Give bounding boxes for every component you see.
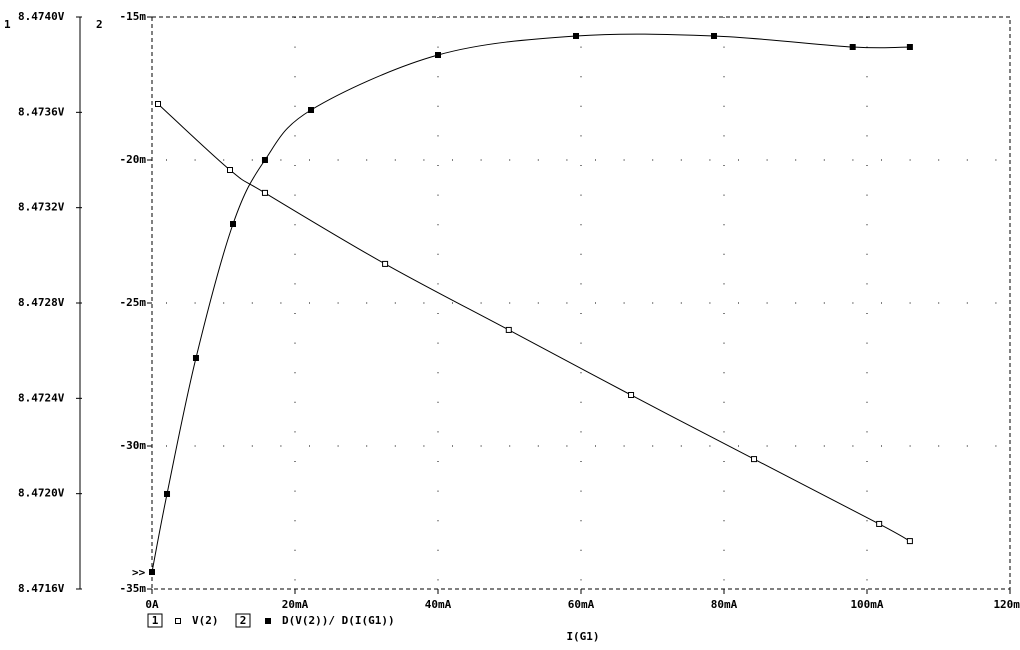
y-tick-label: 8.4720V	[18, 487, 65, 500]
data-point	[751, 456, 758, 463]
legend-axis-label: 1	[152, 614, 159, 627]
series-line	[157, 103, 911, 542]
data-point	[261, 189, 268, 196]
y-tick-label: 8.4736V	[18, 105, 65, 118]
x-axis-label: I(G1)	[566, 630, 599, 643]
x-tick-label: 40mA	[425, 598, 452, 611]
data-point	[710, 32, 717, 39]
data-point	[192, 354, 199, 361]
axis-1-label: 1	[4, 18, 11, 31]
y2-tick-label: -30m	[120, 439, 147, 452]
data-point	[227, 167, 234, 174]
x-tick-label: 60mA	[568, 598, 595, 611]
series-line	[151, 33, 910, 573]
legend-axis-label: 2	[240, 614, 247, 627]
data-point	[155, 100, 162, 107]
data-point	[849, 44, 856, 51]
legend-label: D(V(2))/ D(I(G1))	[282, 614, 395, 627]
active-axis-marker: >>	[132, 566, 146, 579]
legend-marker	[175, 618, 181, 624]
y-tick-label: 8.4740V	[18, 10, 65, 23]
y-tick-label: 8.4716V	[18, 582, 65, 595]
data-point	[308, 107, 315, 114]
legend-marker	[265, 618, 271, 624]
data-point	[505, 326, 512, 333]
y2-tick-label: -25m	[120, 296, 147, 309]
y-tick-label: 8.4728V	[18, 296, 65, 309]
data-point	[906, 538, 913, 545]
data-point	[435, 52, 441, 59]
x-tick-label: 0A	[145, 598, 159, 611]
y-tick-label: 8.4724V	[18, 391, 65, 404]
data-point	[261, 157, 268, 163]
data-point	[164, 490, 171, 497]
y-tick-label: 8.4732V	[18, 201, 65, 214]
legend-box	[235, 613, 251, 628]
data-point	[628, 391, 635, 398]
axis-2-label: 2	[96, 18, 103, 31]
x-tick-label: 80mA	[711, 598, 738, 611]
data-point	[572, 32, 579, 39]
data-point	[876, 520, 883, 527]
x-tick-label: 120mA	[993, 598, 1020, 611]
y2-tick-label: -20m	[120, 153, 147, 166]
y2-tick-label: -35m	[120, 582, 147, 595]
x-tick-label: 20mA	[282, 598, 309, 611]
legend-label: V(2)	[192, 614, 219, 627]
data-point	[382, 260, 389, 267]
data-point	[906, 44, 913, 51]
legend-box	[147, 613, 163, 628]
data-point	[149, 569, 155, 576]
data-point	[230, 221, 237, 228]
y2-tick-label: -15m	[120, 10, 147, 23]
x-tick-label: 100mA	[850, 598, 883, 611]
